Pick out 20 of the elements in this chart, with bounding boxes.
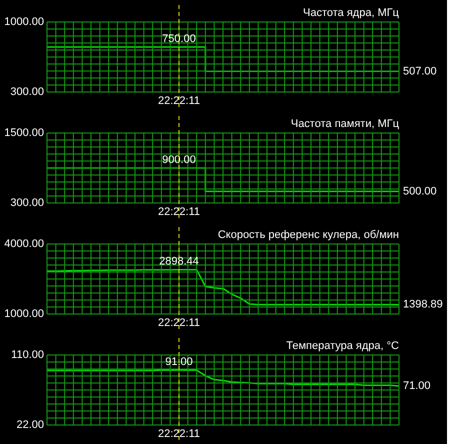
y-tick-label: 22.00 bbox=[16, 419, 44, 431]
chart-title: Частота памяти, МГц bbox=[290, 118, 400, 130]
y-tick-label: 110.00 bbox=[11, 349, 44, 361]
y-tick-label: 1000.00 bbox=[4, 16, 44, 28]
y-tick-label: 4000.00 bbox=[4, 238, 44, 250]
x-tick-label: 22:22:11 bbox=[158, 206, 200, 218]
data-label: 507.00 bbox=[403, 65, 437, 78]
data-label: 71.00 bbox=[403, 380, 431, 392]
y-tick-label: 1000.00 bbox=[4, 308, 44, 320]
x-tick-label: 22:22:11 bbox=[158, 95, 200, 107]
data-label: 500.00 bbox=[403, 185, 437, 198]
x-tick-label: 22:22:11 bbox=[158, 428, 200, 440]
chart-title: Скорость референс кулера, об/мин bbox=[218, 229, 399, 241]
y-tick-label: 300.00 bbox=[10, 197, 44, 209]
y-tick-label: 300.00 bbox=[10, 86, 44, 98]
data-label: 1398.89 bbox=[403, 298, 443, 311]
chart-title: Температура ядра, °C bbox=[286, 340, 400, 352]
chart-title: Частота ядра, МГц bbox=[303, 7, 400, 19]
x-tick-label: 22:22:11 bbox=[158, 317, 200, 329]
y-tick-label: 1500.00 bbox=[4, 127, 44, 139]
